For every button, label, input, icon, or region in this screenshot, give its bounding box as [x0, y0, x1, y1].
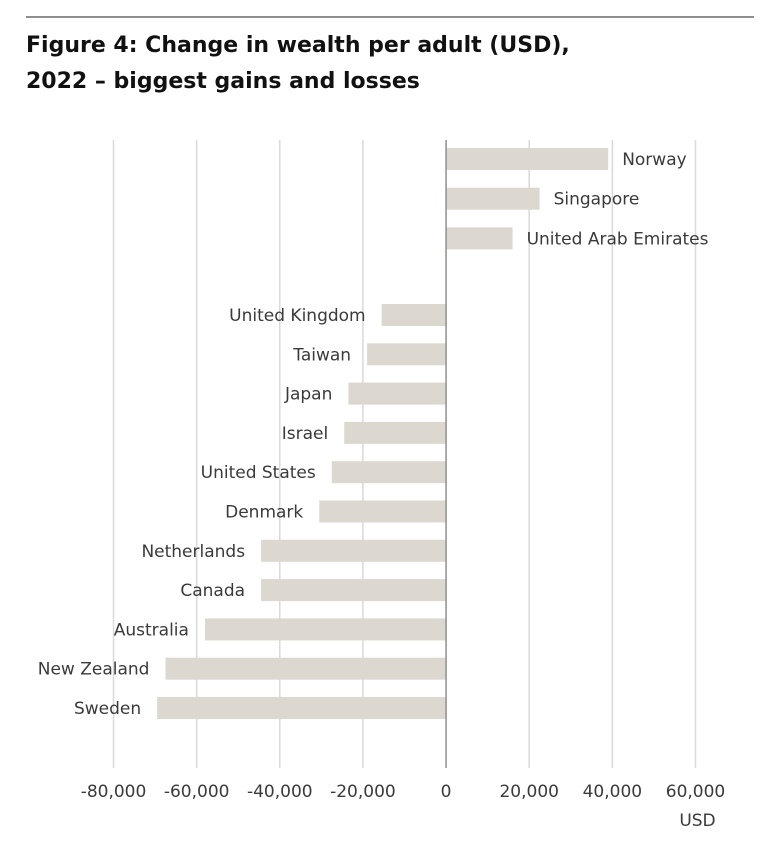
- bar-label-united-states: United States: [201, 463, 316, 483]
- bar-label-sweden: Sweden: [74, 699, 141, 719]
- bar-netherlands: [261, 539, 447, 562]
- x-tick-label-60-000: 60,000: [666, 782, 725, 802]
- x-tick-label-40-000: -40,000: [247, 782, 313, 802]
- bar-label-singapore: Singapore: [554, 190, 640, 210]
- chart-title: Figure 4: Change in wealth per adult (US…: [26, 28, 746, 100]
- bar-israel: [344, 421, 447, 444]
- bar-label-united-arab-emirates: United Arab Emirates: [527, 229, 709, 249]
- bar-united-kingdom: [381, 304, 447, 326]
- bar-new-zealand: [165, 657, 447, 680]
- x-tick-label-20-000: 20,000: [499, 782, 558, 802]
- chart-title-line-2: 2022 – biggest gains and losses: [26, 69, 420, 94]
- x-tick-label-80-000: -80,000: [81, 782, 147, 802]
- bar-label-denmark: Denmark: [225, 503, 303, 523]
- bar-taiwan: [367, 343, 447, 366]
- bar-label-canada: Canada: [180, 581, 245, 601]
- bar-united-arab-emirates: [446, 227, 513, 250]
- x-tick-label-0: 0: [441, 782, 452, 802]
- bar-label-japan: Japan: [284, 385, 332, 405]
- bar-japan: [348, 382, 447, 405]
- chart-title-line-1: Figure 4: Change in wealth per adult (US…: [26, 33, 570, 58]
- bar-norway: [446, 148, 609, 170]
- bar-denmark: [319, 500, 447, 523]
- top-rule: [26, 16, 754, 18]
- bar-sweden: [157, 697, 447, 719]
- bar-label-netherlands: Netherlands: [141, 542, 245, 562]
- bar-singapore: [446, 187, 540, 210]
- x-tick-label-40-000: 40,000: [583, 782, 642, 802]
- x-axis-label: USD: [679, 811, 715, 831]
- bar-label-new-zealand: New Zealand: [38, 660, 150, 680]
- bar-united-states: [331, 461, 447, 484]
- x-tick-label-60-000: -60,000: [164, 782, 230, 802]
- bar-australia: [204, 618, 447, 641]
- bar-label-norway: Norway: [622, 150, 687, 170]
- bar-label-taiwan: Taiwan: [292, 345, 351, 365]
- bar-label-united-kingdom: United Kingdom: [229, 306, 365, 326]
- bar-label-australia: Australia: [114, 620, 189, 640]
- x-tick-label-20-000: -20,000: [330, 782, 396, 802]
- bar-canada: [261, 579, 447, 602]
- bar-label-israel: Israel: [282, 424, 328, 444]
